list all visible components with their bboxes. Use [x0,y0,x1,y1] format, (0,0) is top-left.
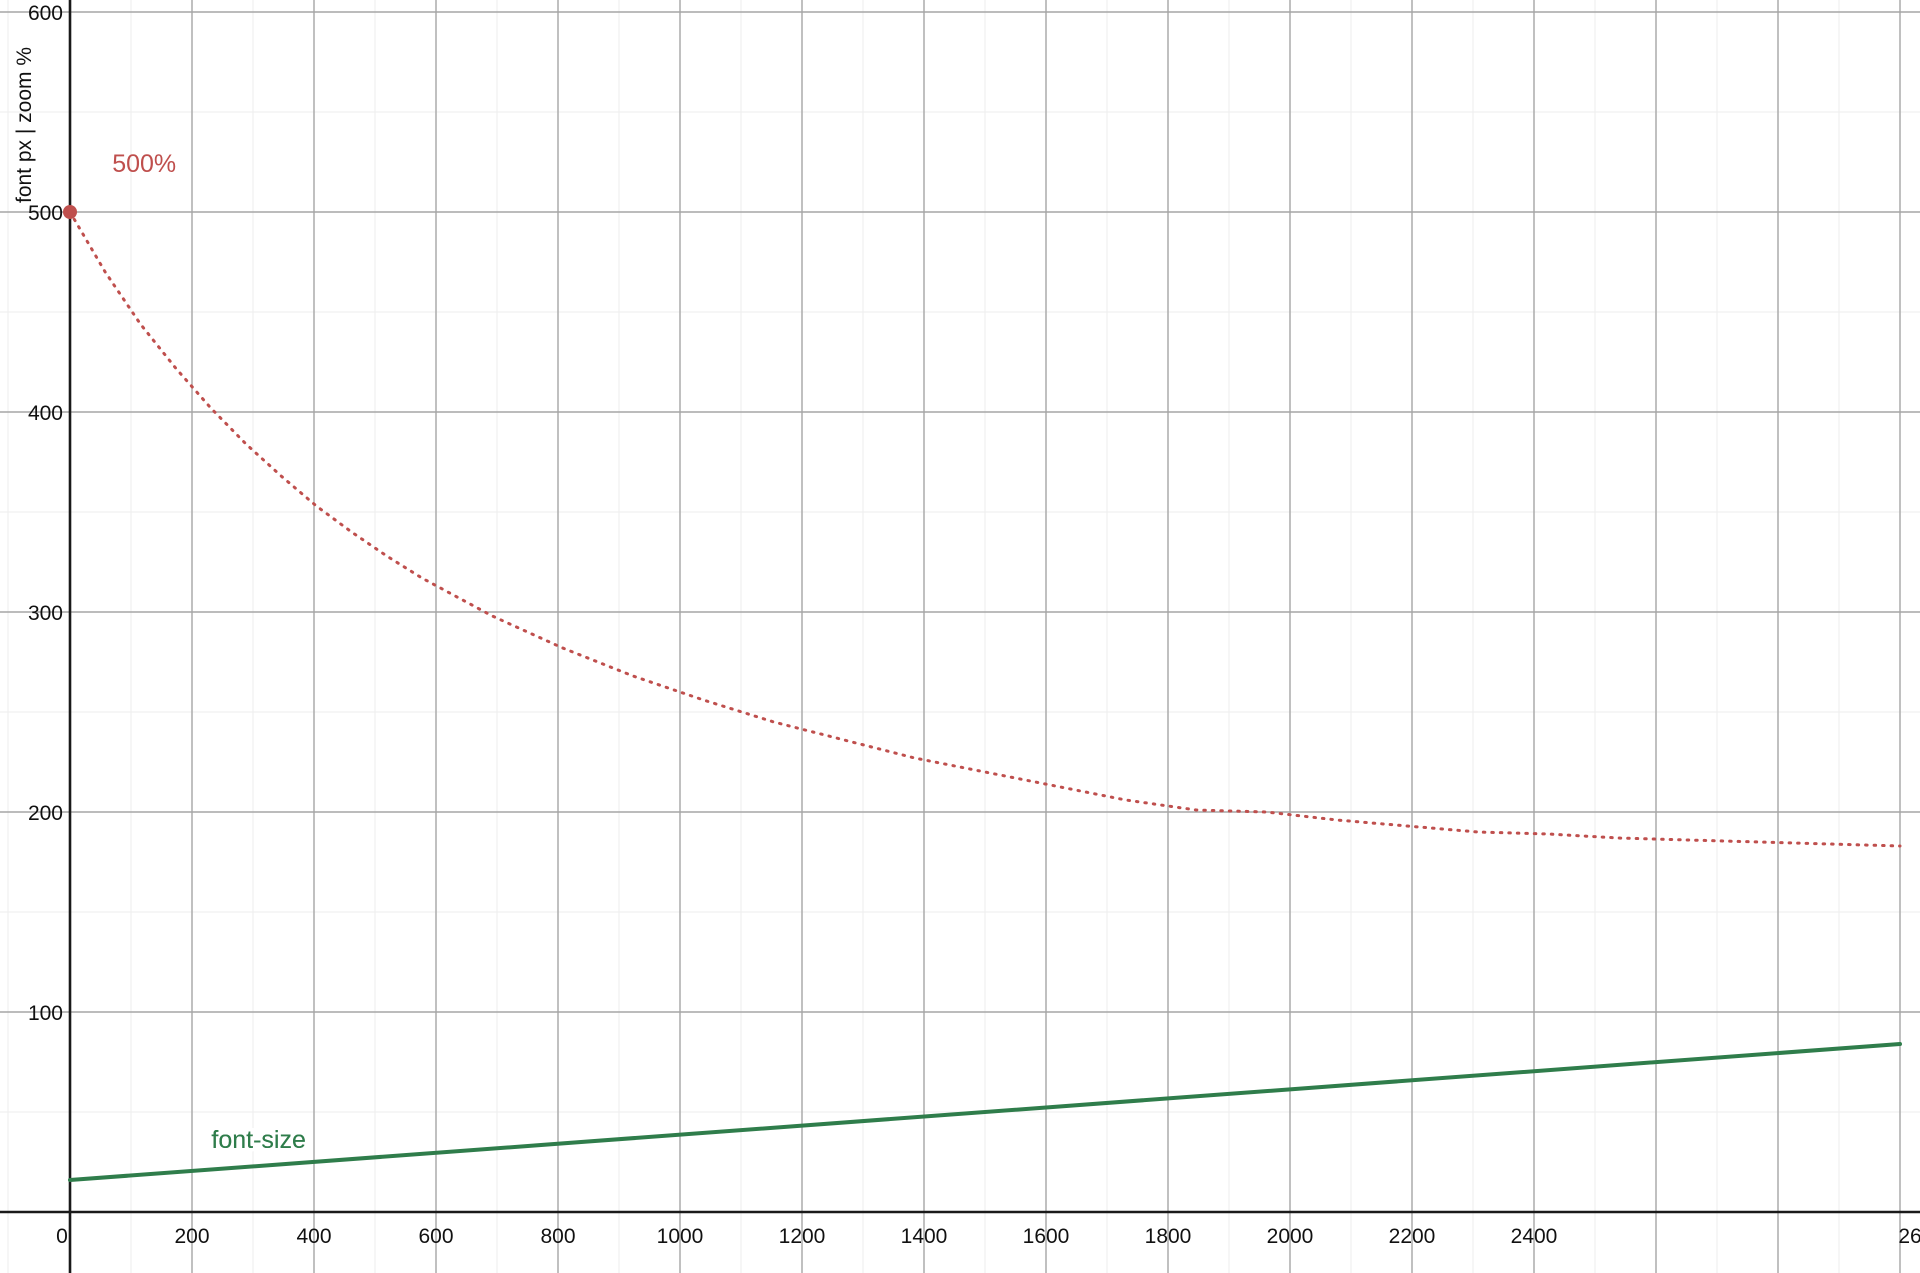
y-tick-label: 400 [28,402,63,425]
x-tick-label: 1800 [1145,1225,1192,1248]
x-tick-label: 1400 [901,1225,948,1248]
x-tick-label: 2200 [1389,1225,1436,1248]
y-tick-labels: 100 200 300 400 500 600 [28,2,63,1025]
font-size-line [68,1042,1902,1182]
x-tick-label: 800 [540,1225,575,1248]
y-tick-label: 200 [28,802,63,825]
y-tick-label: 600 [28,2,63,25]
y-tick-label: 500 [28,202,63,225]
x-tick-label: 0 [56,1225,68,1248]
x-tick-label: 200 [174,1225,209,1248]
x-tick-label: 2000 [1267,1225,1314,1248]
zoom-percent-label: 500% [112,150,176,178]
x-tick-label: 600 [418,1225,453,1248]
y-tick-label: 100 [28,1002,63,1025]
major-grid-horizontal [0,11,1920,1013]
font-size-label: font-size [211,1126,305,1154]
x-tick-label: 1600 [1023,1225,1070,1248]
zoom-percent-line [68,210,1902,848]
x-tick-label: 26 [1898,1225,1920,1248]
x-tick-labels: 0 200 400 600 800 1000 1200 1400 1600 18… [56,1225,1920,1248]
font-size-label-halo: font-size [211,1126,305,1154]
y-axis-title: font px | zoom % [13,47,36,203]
zoom-start-marker [63,205,77,219]
series-group [63,205,1902,1182]
x-tick-label: 1000 [657,1225,704,1248]
x-tick-label: 1200 [779,1225,826,1248]
minor-grid-horizontal [0,111,1920,1113]
y-tick-label: 300 [28,602,63,625]
x-tick-label: 400 [296,1225,331,1248]
x-tick-label: 2400 [1511,1225,1558,1248]
